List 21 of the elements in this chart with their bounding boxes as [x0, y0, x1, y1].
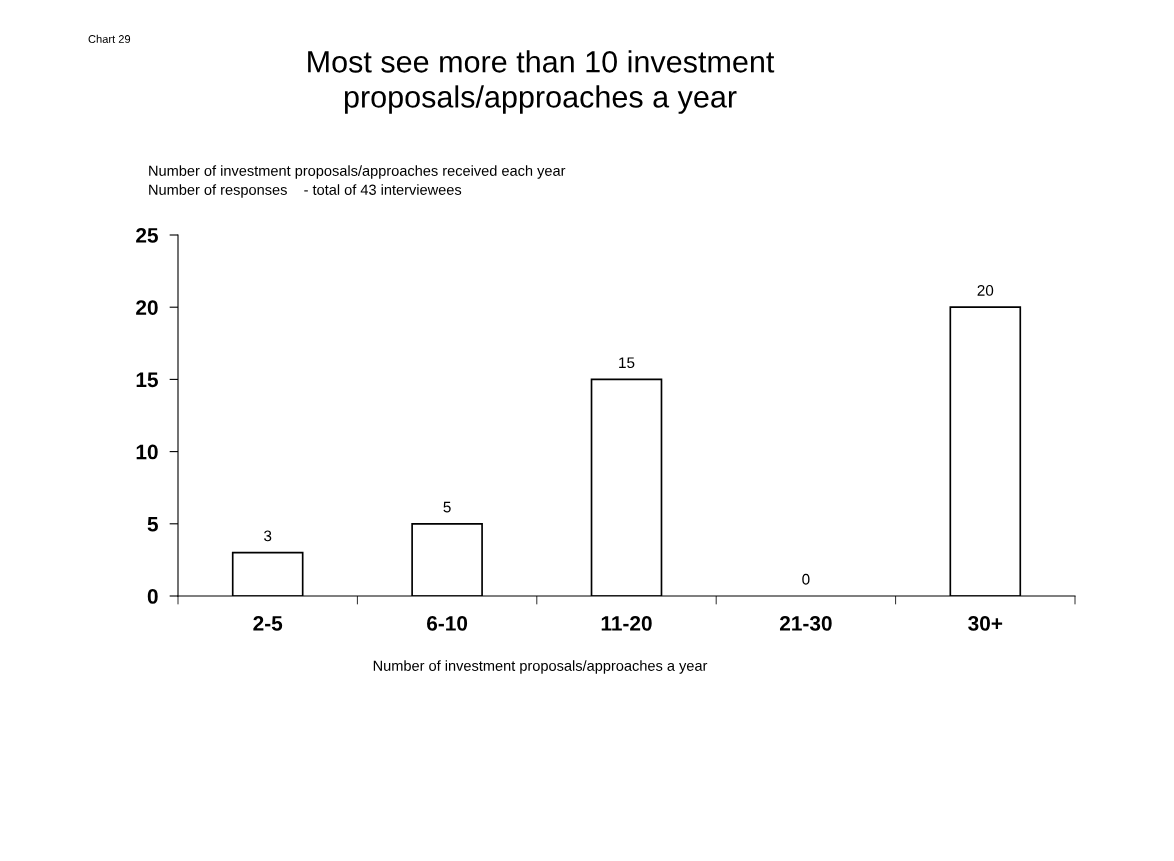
y-axis-title: Number of responses - total of 43 interviewees — [149, 184, 462, 198]
x-axis-title: Number of investment proposals/approaches a year — [373, 660, 708, 674]
caption: Chart 29 — [88, 34, 131, 43]
x-tick-label: 2-5 — [253, 615, 283, 631]
data-label: 0 — [802, 573, 810, 585]
x-tick-label: 6-10 — [427, 615, 468, 631]
y-tick-label: 5 — [147, 517, 158, 532]
y-tick-label: 15 — [136, 372, 158, 388]
y-tick-label: 0 — [147, 589, 158, 604]
x-tick-label: 11-20 — [601, 615, 652, 631]
x-tick-label: 21-30 — [779, 615, 832, 631]
data-label: 3 — [264, 530, 272, 542]
y-tick-label: 20 — [136, 300, 158, 315]
y-tick-label: 25 — [136, 228, 158, 243]
chart-subtitle: Number of investment proposals/approaches received each year — [149, 165, 566, 179]
y-tick-label: 10 — [136, 444, 158, 460]
x-tick-label: 30+ — [968, 615, 1003, 631]
chart-title: Most see more than 10 investment proposals/approaches a year — [308, 50, 775, 114]
data-label: 15 — [619, 357, 635, 369]
data-label: 20 — [977, 285, 994, 296]
data-label: 5 — [443, 501, 451, 513]
